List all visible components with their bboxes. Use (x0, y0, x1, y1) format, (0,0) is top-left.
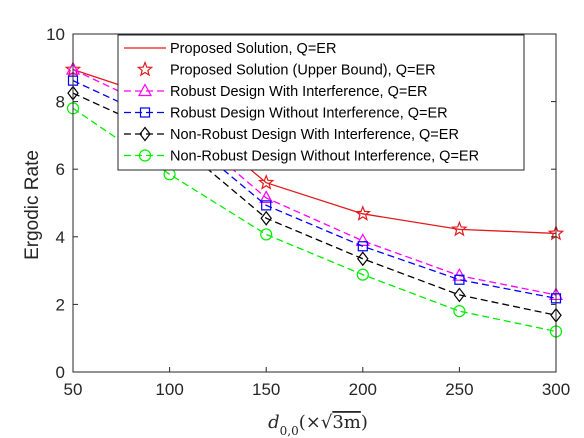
data-point (355, 233, 370, 246)
x-tick-label: 50 (64, 380, 83, 399)
axes-box (72, 33, 557, 373)
data-point (260, 228, 273, 241)
x-tick-label: 100 (155, 380, 183, 399)
x-axis-label-subscript: 0,0 (280, 424, 299, 438)
x-tick-label: 250 (445, 380, 473, 399)
legend-marker (137, 83, 153, 97)
x-tick-label: 300 (542, 380, 570, 399)
data-point (354, 205, 372, 221)
legend-label: Non-Robust Design With Interference, Q=E… (170, 127, 459, 143)
legend-marker (136, 60, 154, 77)
data-point (260, 210, 272, 226)
legend-marker (138, 149, 152, 162)
y-axis-label: Ergodic Rate (22, 150, 43, 260)
data-point (453, 305, 466, 318)
data-point (454, 274, 465, 285)
legend-item: Proposed Solution (Upper Bound), Q=ER (136, 60, 436, 79)
legend-item: Proposed Solution, Q=ER (124, 41, 336, 57)
legend-item: Robust Design With Interference, Q=ER (124, 83, 428, 100)
y-tick-label: 2 (56, 295, 65, 314)
data-point (257, 174, 275, 190)
legend-marker (139, 107, 151, 118)
data-point (451, 220, 468, 237)
y-tick-label: 6 (56, 160, 65, 179)
y-tick-label: 8 (56, 93, 65, 112)
legend-item: Robust Design Without Interference, Q=ER (124, 106, 448, 122)
y-tick-label: 10 (46, 25, 65, 44)
series-line (72, 107, 557, 333)
x-axis-label-sqrt: √ (321, 412, 333, 433)
data-point (259, 190, 274, 204)
legend-label: Robust Design Without Interference, Q=ER (170, 106, 448, 122)
ticks-layer: 50 100 150 200 250 300 0 2 4 6 8 10 (46, 25, 570, 399)
legend-item: Non-Robust Design With Interference, Q=E… (124, 126, 459, 143)
data-point (453, 287, 466, 303)
y-tick-label: 0 (56, 363, 65, 382)
legend-box (117, 34, 525, 171)
data-point (261, 200, 272, 211)
x-axis-label-radicand: 3m (332, 412, 361, 433)
legend-marker (139, 126, 151, 142)
x-axis-label-var: d (268, 412, 280, 433)
legend-label: Non-Robust Design Without Interference, … (170, 149, 479, 165)
data-point (356, 268, 369, 281)
x-axis-label-close: ) (361, 412, 368, 433)
data-point (357, 241, 368, 252)
legend-label: Proposed Solution, Q=ER (170, 41, 336, 57)
x-axis-label-open: (× (299, 412, 321, 433)
y-tick-label: 4 (56, 228, 65, 247)
data-point (357, 251, 369, 267)
legend-label: Robust Design With Interference, Q=ER (170, 84, 428, 100)
x-tick-label: 150 (252, 380, 280, 399)
legend-item: Non-Robust Design Without Interference, … (124, 149, 479, 165)
legend: Proposed Solution, Q=ER Proposed Solution… (117, 34, 525, 171)
x-axis-label: d0,0(×√3m) (268, 412, 368, 438)
legend-label: Proposed Solution (Upper Bound), Q=ER (170, 63, 436, 79)
x-tick-label: 200 (349, 380, 377, 399)
